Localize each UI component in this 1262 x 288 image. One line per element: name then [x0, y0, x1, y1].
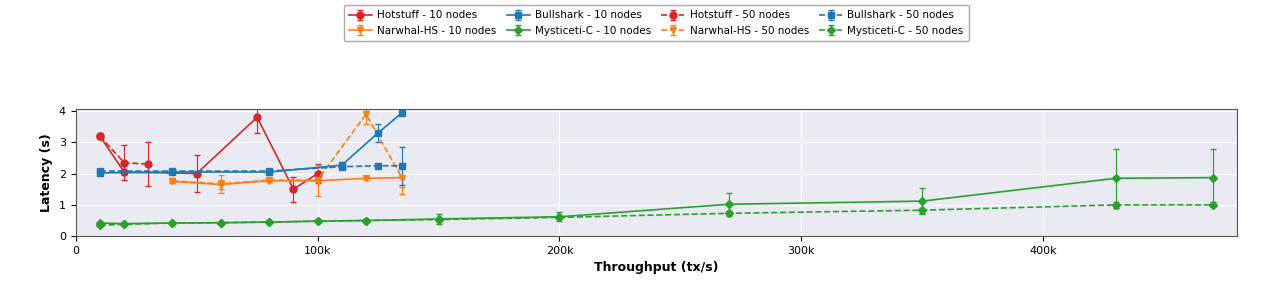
X-axis label: Throughput (tx/s): Throughput (tx/s) — [594, 262, 718, 274]
Legend: Hotstuff - 10 nodes, Narwhal-HS - 10 nodes, Bullshark - 10 nodes, Mysticeti-C - : Hotstuff - 10 nodes, Narwhal-HS - 10 nod… — [343, 5, 969, 41]
Y-axis label: Latency (s): Latency (s) — [40, 133, 53, 212]
